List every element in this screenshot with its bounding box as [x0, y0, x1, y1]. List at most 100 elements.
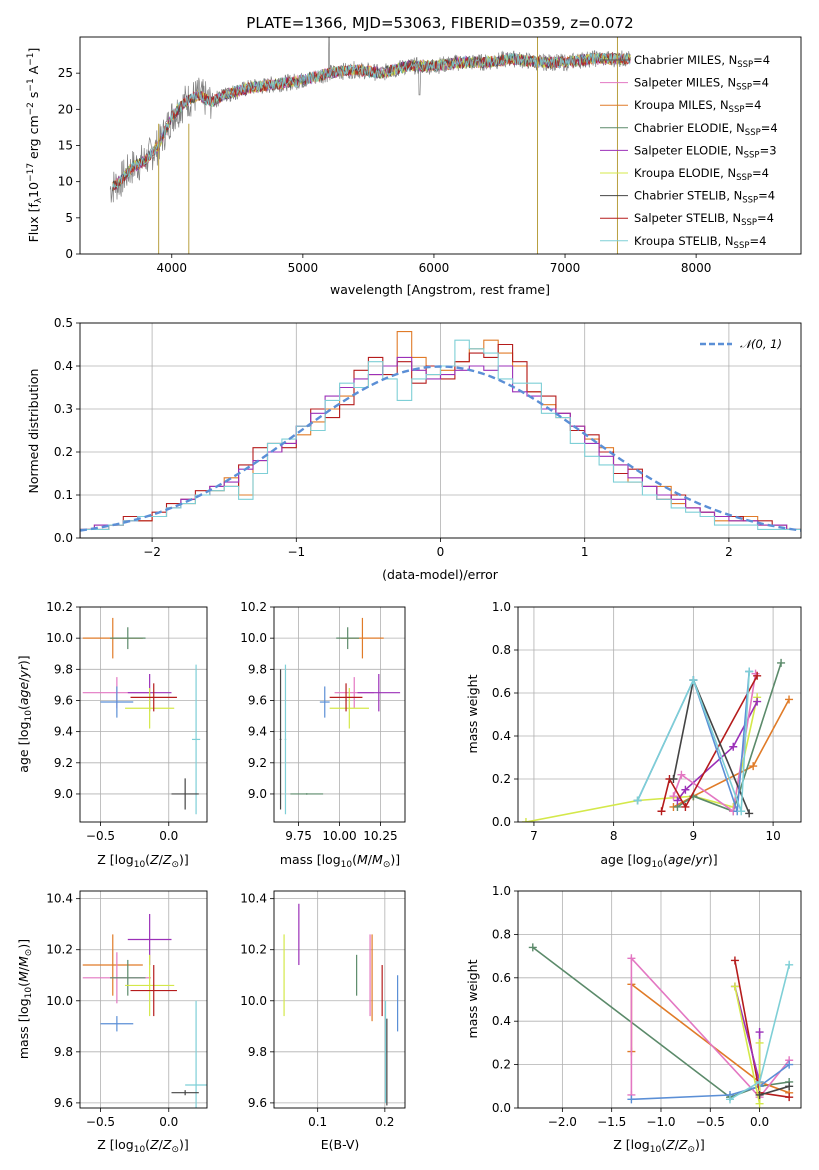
weight-marker — [689, 676, 698, 685]
z-age-xlabel: Z [log10(Z/Z⊙)] — [97, 852, 189, 870]
y-tick-label: 5 — [65, 211, 73, 225]
age-weight-frame — [517, 606, 802, 823]
weight-marker — [669, 792, 678, 801]
weight-marker — [730, 982, 739, 991]
x-tick-label: 10.00 — [322, 829, 356, 843]
weight-marker — [627, 1095, 636, 1104]
x-tick-label: −0.5 — [86, 1115, 115, 1129]
ebv-mass-bars — [283, 903, 399, 1106]
y-tick-label: 9.0 — [54, 787, 73, 801]
y-tick-label: 9.0 — [248, 787, 267, 801]
weight-marker — [681, 785, 690, 794]
z-weight-xlabel: Z [log10(Z/Z⊙)] — [613, 1137, 705, 1155]
residual-grid — [80, 322, 801, 539]
legend-label: Kroupa ELODIE, NSSP=4 — [634, 166, 769, 183]
z-mass-grid — [80, 891, 207, 1108]
y-tick-label: 10.2 — [240, 943, 267, 957]
spectrum-ylabel: Flux [fλ10−17 erg cm−2 s−1 A−1] — [26, 48, 44, 243]
mass-age-grid — [274, 606, 405, 822]
x-tick-label: −1 — [287, 545, 305, 559]
y-tick-label: 0.4 — [492, 1014, 511, 1028]
weight-marker — [673, 796, 682, 805]
weight-marker — [777, 658, 786, 667]
mass-age-crosses — [279, 617, 401, 815]
weight-marker — [755, 1090, 764, 1099]
z-mass-crosses — [82, 913, 207, 1108]
weight-line — [734, 986, 761, 1104]
y-tick-label: 0.2 — [54, 445, 73, 459]
weight-marker — [677, 770, 686, 779]
y-tick-label: 0.0 — [492, 815, 511, 829]
weight-marker — [633, 796, 642, 805]
y-tick-label: 9.6 — [54, 1096, 73, 1110]
y-tick-label: 0.8 — [492, 643, 511, 657]
legend-label: Salpeter STELIB, NSSP=4 — [634, 211, 774, 228]
y-tick-label: 0.8 — [492, 927, 511, 941]
weight-marker — [785, 1060, 794, 1069]
x-tick-label: 6000 — [419, 261, 450, 275]
legend-label: Kroupa STELIB, NSSP=4 — [634, 234, 766, 251]
x-tick-label: 0.0 — [159, 829, 178, 843]
x-tick-label: 0.0 — [750, 1115, 769, 1129]
age-weight-grid — [518, 606, 801, 823]
residual-xlabel: (data-model)/error — [382, 567, 499, 582]
y-tick-label: 0.2 — [492, 1058, 511, 1072]
weight-marker — [785, 960, 794, 969]
y-tick-label: 0.4 — [54, 359, 73, 373]
y-tick-label: 10.0 — [240, 994, 267, 1008]
z-mass-ylabel: mass [log10(M/M⊙)] — [16, 939, 34, 1059]
y-tick-label: 9.2 — [248, 756, 267, 770]
x-tick-label: −1.5 — [597, 1115, 626, 1129]
weight-marker — [755, 1077, 764, 1086]
spectrum-ticks: 4000 5000 6000 7000 8000 0 5 10 15 20 25 — [58, 66, 712, 275]
z-age-frame — [79, 606, 208, 823]
age-weight-lines — [521, 658, 794, 822]
z-age-ticks: −0.5 0.0 9.0 9.2 9.4 9.6 9.8 10.0 10.2 — [46, 600, 178, 843]
figure-title: PLATE=1366, MJD=53063, FIBERID=0359, z=0… — [246, 14, 633, 32]
weight-marker — [726, 1095, 735, 1104]
y-tick-label: 10.4 — [240, 892, 267, 906]
y-tick-label: 0.5 — [54, 316, 73, 330]
y-tick-label: 0.2 — [492, 772, 511, 786]
y-tick-label: 0.4 — [492, 729, 511, 743]
weight-marker — [729, 742, 738, 751]
x-tick-label: −0.5 — [696, 1115, 725, 1129]
y-tick-label: 0 — [65, 247, 73, 261]
y-tick-label: 10.2 — [46, 943, 73, 957]
ebv-mass-frame — [273, 890, 406, 1109]
weight-marker — [528, 943, 537, 952]
y-tick-label: 9.4 — [54, 725, 73, 739]
age-weight-panel: 7 8 9 10 0.0 0.2 0.4 0.6 0.8 1.0 age [log10(age/y… — [465, 600, 802, 870]
residual-legend: 𝒩(0, 1) — [700, 337, 782, 351]
y-tick-label: 9.8 — [54, 1045, 73, 1059]
y-tick-label: 0.6 — [492, 971, 511, 985]
mass-age-panel: 9.75 10.00 10.25 9.0 9.2 9.4 9.6 9.8 10.0 10.2 ma… — [240, 600, 406, 870]
x-tick-label: −1.0 — [646, 1115, 675, 1129]
legend-label: Salpeter MILES, NSSP=4 — [634, 76, 769, 93]
y-tick-label: 10.0 — [46, 631, 73, 645]
weight-marker — [681, 802, 690, 811]
x-tick-label: 7 — [530, 829, 538, 843]
weight-line — [636, 671, 750, 812]
z-weight-panel: −2.0 −1.5 −1.0 −0.5 0.0 0.0 0.2 0.4 0.6 0.8 1.0 Z … — [465, 884, 802, 1155]
weight-marker — [627, 954, 636, 963]
z-mass-xlabel: Z [log10(Z/Z⊙)] — [97, 1137, 189, 1155]
weight-marker — [521, 818, 530, 822]
legend-label: Salpeter ELODIE, NSSP=3 — [634, 143, 777, 160]
ebv-mass-xlabel: E(B-V) — [321, 1137, 360, 1152]
spectrum-panel: 4000 5000 6000 7000 8000 0 5 10 15 20 25 wavelengt… — [26, 36, 802, 297]
age-weight-ylabel: mass weight — [465, 674, 480, 753]
z-weight-ylabel: mass weight — [465, 959, 480, 1038]
spectrum-legend: Chabrier MILES, NSSP=4 Salpeter MILES, NS… — [600, 53, 778, 251]
y-tick-label: 25 — [58, 66, 73, 80]
age-weight-xlabel: age [log10(age/yr)] — [600, 852, 717, 870]
weight-line — [630, 956, 790, 1099]
z-age-grid — [80, 606, 207, 822]
mass-age-xlabel: mass [log10(M/M⊙)] — [280, 852, 400, 870]
z-age-ylabel: age [log10(age/yr)] — [16, 655, 34, 772]
weight-marker — [755, 1099, 764, 1108]
spectrum-xlabel: wavelength [Angstrom, rest frame] — [330, 282, 550, 297]
x-tick-label: 4000 — [156, 261, 187, 275]
z-weight-ticks: −2.0 −1.5 −1.0 −0.5 0.0 0.0 0.2 0.4 0.6 0.8 1.0 — [492, 884, 769, 1129]
